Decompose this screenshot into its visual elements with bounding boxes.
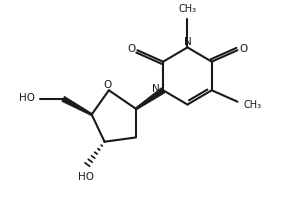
Text: O: O [103, 79, 112, 90]
Polygon shape [62, 96, 92, 116]
Text: N: N [184, 37, 192, 47]
Text: CH₃: CH₃ [178, 4, 197, 14]
Text: HO: HO [18, 93, 34, 103]
Text: O: O [239, 44, 247, 54]
Text: O: O [128, 44, 136, 54]
Text: N: N [152, 84, 160, 94]
Polygon shape [135, 88, 165, 110]
Text: HO: HO [78, 172, 94, 182]
Text: CH₃: CH₃ [244, 100, 262, 110]
